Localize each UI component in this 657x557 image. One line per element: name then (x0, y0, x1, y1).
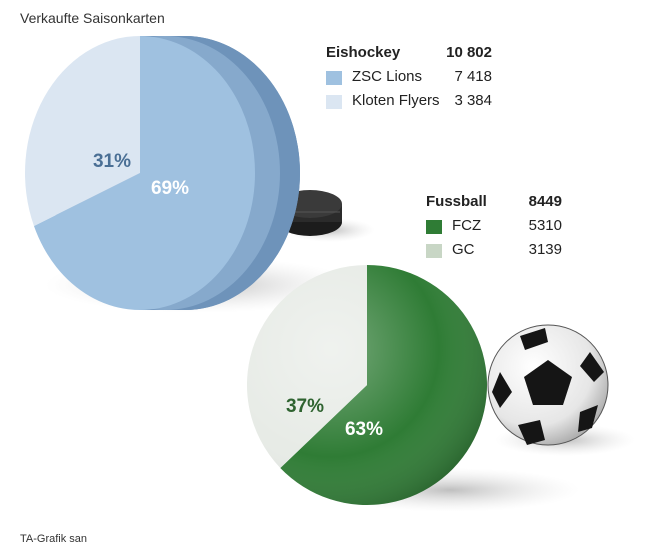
legend-value-zsc: 7 418 (454, 68, 492, 85)
legend-label-kloten: Kloten Flyers (352, 92, 440, 109)
pct-label-kloten: 31% (93, 151, 131, 172)
legend-value-gc: 3139 (528, 241, 562, 258)
football-pie-shading (247, 265, 487, 505)
legend-value-fcz: 5310 (528, 217, 562, 234)
pie-slice-kloten-flyers (25, 36, 141, 227)
legend-football: Fussball 8449 FCZ 5310 GC 3139 (426, 193, 566, 263)
legend-label-fcz: FCZ (452, 217, 482, 234)
legend-football-heading: Fussball (426, 193, 487, 210)
soccer-ball-icon (487, 324, 609, 446)
legend-swatch-fcz (426, 220, 442, 234)
pct-label-gc: 37% (286, 396, 324, 417)
legend-swatch-gc (426, 244, 442, 258)
legend-swatch-kloten (326, 95, 342, 109)
legend-label-zsc: ZSC Lions (352, 68, 423, 85)
pct-label-zsc: 69% (151, 178, 189, 199)
hockey-pie-face: 69% 31% (25, 36, 256, 310)
legend-hockey-heading: Eishockey (326, 44, 401, 61)
legend-hockey-total: 10 802 (446, 44, 492, 61)
pie-slice-zsc-lions (33, 36, 256, 310)
legend-hockey: Eishockey 10 802 ZSC Lions 7 418 Kloten … (326, 44, 496, 114)
legend-value-kloten: 3 384 (454, 92, 492, 109)
source-credit: TA-Grafik san (20, 533, 88, 545)
football-pie: 63% 37% (246, 265, 487, 505)
pct-label-fcz: 63% (345, 419, 383, 440)
chart-title: Verkaufte Saisonkarten (20, 10, 165, 26)
legend-swatch-zsc (326, 71, 342, 85)
legend-football-total: 8449 (528, 193, 562, 210)
legend-label-gc: GC (452, 241, 475, 258)
